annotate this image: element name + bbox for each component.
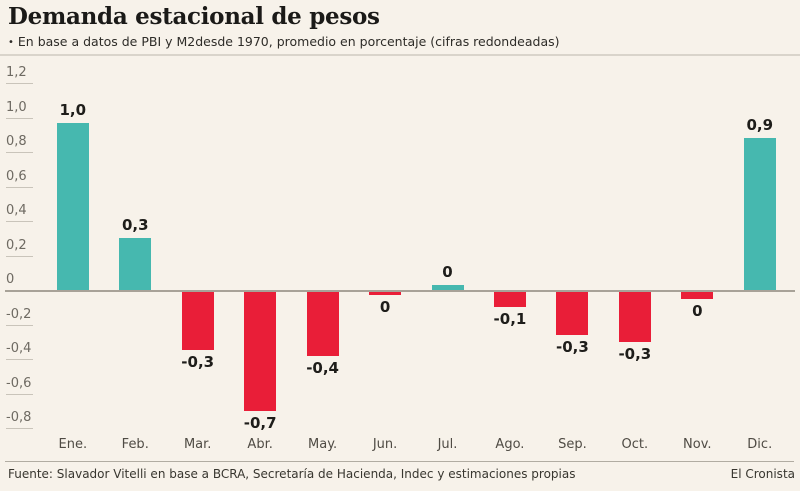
- footer-divider: [5, 461, 794, 462]
- chart-subtitle-text: En base a datos de PBI y M2desde 1970, p…: [17, 34, 560, 49]
- bar-mar: [181, 290, 214, 351]
- y-axis-tick: [6, 324, 33, 326]
- x-axis-label-nov: Nov.: [683, 437, 712, 452]
- bar-jun: [369, 290, 402, 296]
- bar-ago: [493, 290, 526, 308]
- brand: El Cronista: [730, 467, 795, 481]
- x-axis-label-abr: Abr.: [247, 437, 273, 452]
- bar-value-label: -0,4: [306, 358, 339, 377]
- x-axis-label-mar: Mar.: [183, 437, 212, 452]
- bar-value-label: -0,1: [493, 310, 527, 329]
- y-axis-tick: [6, 255, 33, 257]
- bar-value-label: 0,9: [746, 116, 774, 135]
- x-axis-label-feb: Feb.: [121, 437, 149, 452]
- y-axis-tick: [6, 428, 33, 429]
- y-axis-tick-label: 0,6: [6, 168, 27, 184]
- y-axis-tick-label: 0,2: [6, 237, 27, 253]
- y-axis-tick-label: -0,2: [6, 306, 32, 322]
- chart-subtitle: • En base a datos de PBI y M2desde 1970, …: [8, 34, 560, 52]
- header-divider: [0, 54, 800, 56]
- y-axis-tick: [6, 117, 33, 119]
- x-axis-label-jul: Jul.: [437, 437, 458, 452]
- y-axis-tick-label: -0,4: [6, 341, 32, 356]
- bar-nov: [681, 290, 714, 299]
- bar-ene: [56, 122, 89, 290]
- bar-value-label: -0,7: [243, 413, 277, 432]
- bar-value-label: 0: [442, 262, 453, 281]
- zero-axis-line: [5, 290, 795, 292]
- bar-value-label: -0,3: [181, 353, 215, 372]
- y-axis-tick: [6, 83, 33, 84]
- y-axis-tick-label: 0,4: [6, 203, 27, 218]
- y-axis-tick-label: 0: [6, 272, 15, 287]
- footer: Fuente: Slavador Vitelli en base a BCRA,…: [8, 467, 795, 482]
- x-axis-label-ago: Ago.: [495, 437, 525, 452]
- bar-oct: [618, 290, 651, 342]
- x-axis-label-sep: Sep.: [558, 437, 587, 452]
- y-axis-tick-label: 1,0: [6, 99, 27, 115]
- bar-value-label: -0,3: [555, 337, 589, 356]
- y-axis-tick-label: -0,6: [6, 375, 32, 391]
- bar-may: [306, 290, 339, 356]
- x-axis-label-ene: Ene.: [58, 437, 88, 452]
- x-axis-label-jun: Jun.: [372, 437, 398, 452]
- y-axis-tick: [6, 186, 33, 188]
- bar-value-label: -0,3: [618, 344, 652, 363]
- bar-feb: [119, 238, 152, 290]
- y-axis-tick: [6, 221, 33, 222]
- y-axis-tick-label: 1,2: [6, 65, 27, 80]
- y-axis-tick-label: 0,8: [6, 134, 27, 149]
- y-axis-tick: [6, 393, 33, 395]
- source-note: Fuente: Slavador Vitelli en base a BCRA,…: [8, 467, 576, 481]
- bar-abr: [244, 290, 277, 411]
- bar-sep: [556, 290, 589, 335]
- bar-value-label: 0,3: [121, 216, 149, 235]
- y-axis-tick-label: -0,8: [6, 410, 32, 425]
- bar-value-label: 1,0: [59, 100, 87, 119]
- bar-value-label: 0: [379, 298, 391, 317]
- x-axis-label-dic: Dic.: [747, 437, 773, 452]
- page-title: Demanda estacional de pesos: [8, 3, 380, 30]
- y-axis-tick: [6, 359, 33, 360]
- bar-dic: [743, 138, 776, 290]
- y-axis-tick: [6, 152, 33, 153]
- x-axis-label-may: May.: [308, 437, 338, 452]
- bar-value-label: 0: [692, 301, 703, 320]
- bar-jul: [431, 284, 464, 290]
- bullet-icon: •: [8, 37, 14, 48]
- x-axis-label-oct: Oct.: [621, 437, 649, 452]
